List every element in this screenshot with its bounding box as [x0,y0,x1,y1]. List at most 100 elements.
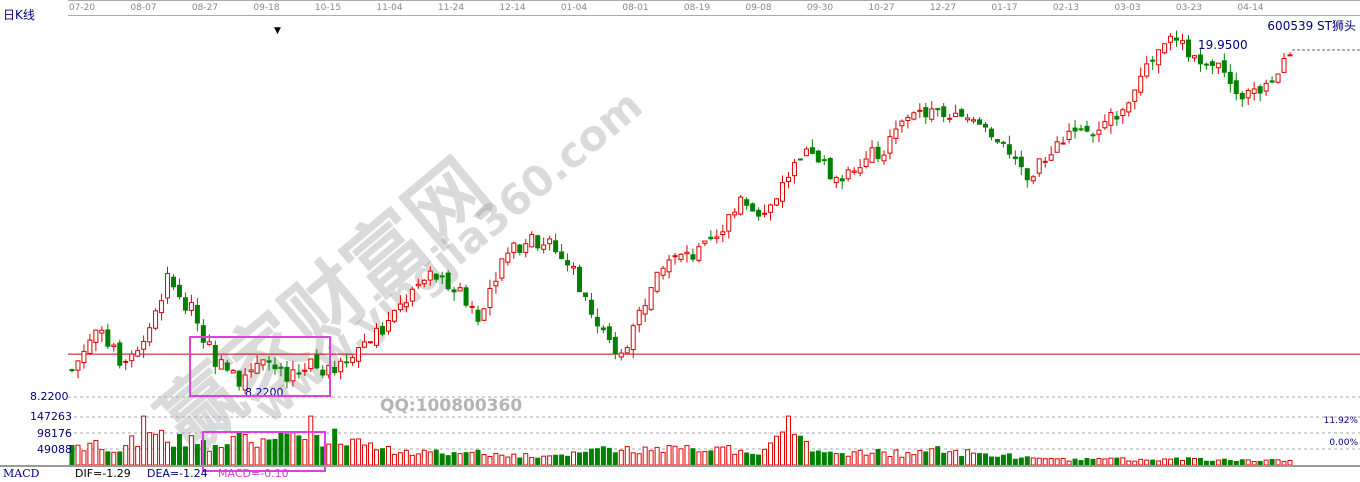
volume-bar [905,452,911,466]
volume-bar [923,451,929,466]
volume-bar [451,452,457,466]
volume-bar [159,429,165,466]
candle-body [1156,49,1162,66]
volume-bar [911,454,917,466]
candle-body [690,254,696,260]
candle-body [87,339,93,354]
volume-bar [182,446,188,466]
candle-body [863,158,869,168]
candle-body [1114,115,1120,120]
volume-bar [99,449,105,466]
candle-body [774,198,780,206]
candle-body [332,366,338,374]
volume-bar [1030,457,1036,466]
volume-bar [582,451,588,466]
highlight-box-volume [202,431,326,472]
volume-bar [457,453,463,466]
volume-bar [135,446,141,466]
x-tick: 11-24 [437,3,465,13]
volume-bar [1036,457,1042,466]
candle-body [1233,80,1239,95]
volume-bar [780,431,785,466]
candle-body [1174,37,1180,41]
candle-body [768,204,774,213]
candle-body [1036,158,1042,174]
candle-body [338,360,344,373]
volume-bar [409,454,415,466]
candle-body [684,251,690,255]
indicator-name[interactable]: MACD [3,467,40,480]
volume-bar [720,446,726,466]
volume-bar [929,448,935,466]
candle-body [887,136,893,154]
candle-body [260,359,266,366]
candle-body [1191,55,1197,59]
candle-body [1275,73,1281,83]
volume-bar [129,435,135,466]
volume-bar [577,452,582,466]
dif-value: DIF=-1.29 [75,467,131,480]
candle-body [541,244,547,250]
volume-bar [529,457,535,466]
volume-bar [827,451,833,466]
volume-bar [672,445,678,466]
candle-body [278,366,284,369]
vol-tick: 147263 [30,410,72,423]
candle-body [1138,75,1144,93]
candle-body [362,341,368,348]
volume-bar [379,448,385,466]
right-pct: 11.92% [1323,416,1358,426]
volume-bar [744,452,750,466]
volume-bar [803,440,809,466]
candle-body [582,292,588,298]
candle-body [188,302,194,311]
candle-body [487,287,493,308]
volume-bar [397,452,403,466]
volume-bar [1006,453,1012,466]
volume-bar [1126,460,1132,466]
volume-bar [559,454,565,466]
candle-body [475,309,481,322]
candle-body [630,325,636,350]
candle-body [308,358,314,370]
volume-bar [941,452,947,466]
volume-bar [953,449,959,466]
volume-bar [350,438,356,466]
volume-bar [994,456,1000,466]
candle-body [547,238,553,245]
x-tick: 03-23 [1175,3,1203,13]
volume-bar [547,455,553,466]
volume-bar [636,453,642,466]
volume-bar [875,449,881,466]
candle-body [881,154,887,162]
x-tick: 10-15 [314,3,342,13]
candle-body [248,369,254,373]
candle-body [1168,35,1174,43]
candle-body [672,255,678,258]
candle-body [612,336,618,355]
candle-body [427,270,433,281]
candle-body [994,139,1000,143]
vol-tick: 98176 [37,427,72,440]
candle-body [147,327,153,343]
candle-body [1048,154,1054,161]
candle-body [983,123,988,128]
candle-body [571,265,577,269]
candle-body [941,106,947,117]
volume-bar [511,453,517,466]
candle-body [451,289,457,293]
min-axis-label: 8.2200 [30,390,69,403]
candle-body [678,253,684,260]
volume-bar [105,451,111,466]
volume-bar [1084,457,1090,466]
candle-body [517,244,523,253]
candle-body [714,236,720,239]
candle-body [379,326,385,335]
volume-bar [230,435,236,466]
volume-bar [206,450,212,466]
candle-body [129,353,135,362]
volume-bar [362,444,368,466]
volume-bar [708,450,714,466]
candle-body [971,119,977,122]
volume-bar [242,433,248,466]
